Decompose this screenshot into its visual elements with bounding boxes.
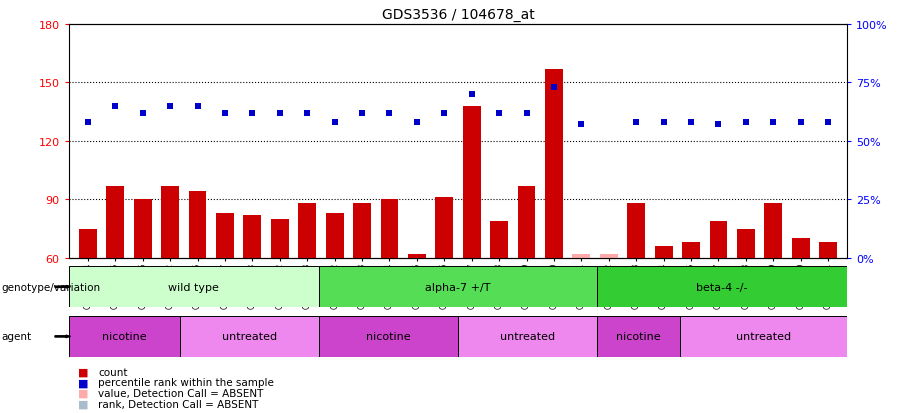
Bar <box>161 186 179 258</box>
Bar <box>216 214 234 258</box>
Text: rank, Detection Call = ABSENT: rank, Detection Call = ABSENT <box>98 399 258 409</box>
Text: percentile rank within the sample: percentile rank within the sample <box>98 377 274 387</box>
Bar <box>106 186 125 258</box>
Bar <box>764 204 782 258</box>
Title: GDS3536 / 104678_at: GDS3536 / 104678_at <box>382 8 534 22</box>
Text: untreated: untreated <box>500 332 555 342</box>
Bar <box>597 266 847 308</box>
Bar <box>326 214 344 258</box>
Text: wild type: wild type <box>169 282 219 292</box>
Bar <box>819 242 837 258</box>
Text: untreated: untreated <box>736 332 791 342</box>
Bar <box>737 229 755 258</box>
Bar <box>682 242 700 258</box>
Bar <box>299 204 316 258</box>
Bar <box>627 204 645 258</box>
Text: agent: agent <box>2 332 32 342</box>
Bar <box>180 316 319 357</box>
Bar <box>69 266 319 308</box>
Bar <box>271 219 289 258</box>
Bar <box>189 192 206 258</box>
Bar <box>408 254 426 258</box>
Text: beta-4 -/-: beta-4 -/- <box>696 282 748 292</box>
Bar <box>319 316 458 357</box>
Text: value, Detection Call = ABSENT: value, Detection Call = ABSENT <box>98 388 264 398</box>
Bar <box>655 247 672 258</box>
Bar <box>79 229 97 258</box>
Text: count: count <box>98 367 127 377</box>
Bar <box>463 107 481 258</box>
Text: ■: ■ <box>78 367 88 377</box>
Bar <box>319 266 597 308</box>
Bar <box>435 198 453 258</box>
Bar <box>572 254 590 258</box>
Bar <box>600 254 617 258</box>
Text: ■: ■ <box>78 388 88 398</box>
Text: nicotine: nicotine <box>102 332 147 342</box>
Text: nicotine: nicotine <box>616 332 661 342</box>
Bar <box>458 316 597 357</box>
Bar <box>490 221 508 258</box>
Text: genotype/variation: genotype/variation <box>2 282 101 292</box>
Text: alpha-7 +/T: alpha-7 +/T <box>425 282 491 292</box>
Bar <box>597 316 681 357</box>
Bar <box>791 239 810 258</box>
Text: untreated: untreated <box>222 332 277 342</box>
Bar <box>354 204 371 258</box>
Text: ■: ■ <box>78 399 88 409</box>
Bar <box>518 186 536 258</box>
Bar <box>545 69 562 258</box>
Bar <box>134 200 152 258</box>
Bar <box>681 316 847 357</box>
Bar <box>244 215 261 258</box>
Bar <box>380 200 398 258</box>
Text: ■: ■ <box>78 377 88 387</box>
Bar <box>710 221 727 258</box>
Bar <box>69 316 180 357</box>
Text: nicotine: nicotine <box>366 332 410 342</box>
